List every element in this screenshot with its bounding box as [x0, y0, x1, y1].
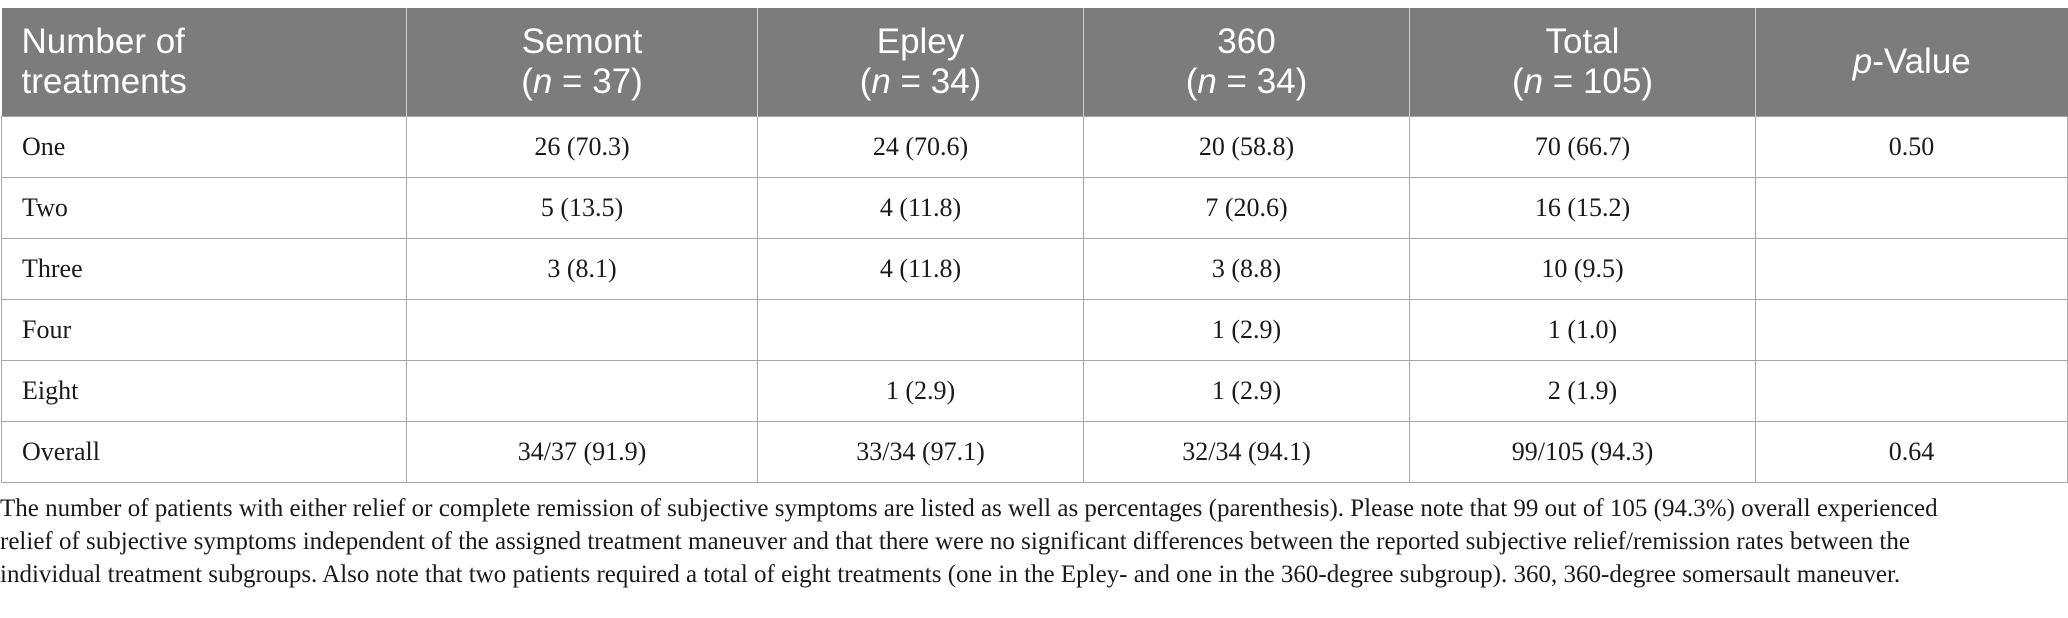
table-row: Three 3 (8.1) 4 (11.8) 3 (8.8) 10 (9.5): [1, 238, 2068, 300]
footnote-line: The number of patients with either relie…: [0, 495, 1938, 522]
epley-cell: 24 (70.6): [757, 116, 1084, 178]
total-cell: 16 (15.2): [1409, 177, 1756, 239]
table-footnote: The number of patients with either relie…: [0, 492, 2066, 591]
header-line: Epley: [876, 22, 965, 61]
table-row: Overall 34/37 (91.9) 33/34 (97.1) 32/34 (94…: [1, 421, 2068, 483]
semont-cell: 5 (13.5): [406, 177, 758, 239]
header-line: Semont: [521, 22, 643, 61]
footnote-line: individual treatment subgroups. Also not…: [0, 561, 1901, 588]
header-semont: Semont (n = 37): [406, 8, 758, 117]
header-count: = 34): [890, 62, 982, 101]
360-cell: 1 (2.9): [1083, 299, 1410, 361]
total-cell: 70 (66.7): [1409, 116, 1756, 178]
p-value-cell: 0.50: [1755, 116, 2068, 178]
total-cell: 10 (9.5): [1409, 238, 1756, 300]
table-row: Eight 1 (2.9) 1 (2.9) 2 (1.9): [1, 360, 2068, 422]
row-label: Four: [1, 299, 407, 361]
header-value-label: -Value: [1872, 42, 1971, 81]
header-line: treatments: [21, 62, 187, 101]
header-line: Total: [1545, 22, 1620, 61]
epley-cell: 4 (11.8): [757, 238, 1084, 300]
epley-cell: 33/34 (97.1): [757, 421, 1084, 483]
header-paren: (: [1511, 62, 1524, 101]
table-row: Two 5 (13.5) 4 (11.8) 7 (20.6) 16 (15.2): [1, 177, 2068, 239]
header-count: = 37): [552, 62, 643, 101]
header-p-value: p-Value: [1755, 8, 2068, 117]
header-count: = 34): [1216, 62, 1308, 101]
header-number-of-treatments: Number of treatments: [1, 8, 407, 117]
total-cell: 99/105 (94.3): [1409, 421, 1756, 483]
p-value-cell: [1755, 299, 2068, 361]
row-label: Eight: [1, 360, 407, 422]
table-body: One 26 (70.3) 24 (70.6) 20 (58.8) 70 (66.7) 0…: [1, 116, 2068, 483]
header-paren: (: [1185, 62, 1198, 101]
360-cell: 32/34 (94.1): [1083, 421, 1410, 483]
semont-cell: [406, 360, 758, 422]
header-epley: Epley (n = 34): [757, 8, 1084, 117]
row-label: Three: [1, 238, 407, 300]
semont-cell: 26 (70.3): [406, 116, 758, 178]
360-cell: 7 (20.6): [1083, 177, 1410, 239]
row-label: Overall: [1, 421, 407, 483]
total-cell: 2 (1.9): [1409, 360, 1756, 422]
p-value-cell: [1755, 238, 2068, 300]
p-value-cell: 0.64: [1755, 421, 2068, 483]
epley-cell: 4 (11.8): [757, 177, 1084, 239]
row-label: One: [1, 116, 407, 178]
header-count: = 105): [1543, 62, 1654, 101]
row-label: Two: [1, 177, 407, 239]
header-n: n: [1197, 62, 1217, 101]
semont-cell: 3 (8.1): [406, 238, 758, 300]
epley-cell: 1 (2.9): [757, 360, 1084, 422]
table-row: Four 1 (2.9) 1 (1.0): [1, 299, 2068, 361]
header-line: Number of: [21, 22, 185, 61]
360-cell: 1 (2.9): [1083, 360, 1410, 422]
header-n: n: [1523, 62, 1544, 101]
360-cell: 3 (8.8): [1083, 238, 1410, 300]
footnote-line: relief of subjective symptoms independen…: [0, 528, 1910, 555]
header-total: Total (n = 105): [1409, 8, 1756, 117]
header-paren: (: [521, 62, 533, 101]
total-cell: 1 (1.0): [1409, 299, 1756, 361]
semont-cell: [406, 299, 758, 361]
header-n: n: [532, 62, 553, 101]
header-360: 360 (n = 34): [1083, 8, 1410, 117]
p-value-cell: [1755, 177, 2068, 239]
360-cell: 20 (58.8): [1083, 116, 1410, 178]
header-line: 360: [1217, 22, 1276, 61]
table-header: Number of treatments Semont (n = 37) Epl…: [1, 8, 2068, 117]
epley-cell: [757, 299, 1084, 361]
semont-cell: 34/37 (91.9): [406, 421, 758, 483]
header-n: n: [871, 62, 891, 101]
table-row: One 26 (70.3) 24 (70.6) 20 (58.8) 70 (66.7) 0…: [1, 116, 2068, 178]
header-p: p: [1852, 42, 1873, 81]
results-table-container: Number of treatments Semont (n = 37) Epl…: [0, 8, 2068, 483]
p-value-cell: [1755, 360, 2068, 422]
header-paren: (: [859, 62, 872, 101]
treatments-table: Number of treatments Semont (n = 37) Epl…: [1, 8, 2068, 483]
